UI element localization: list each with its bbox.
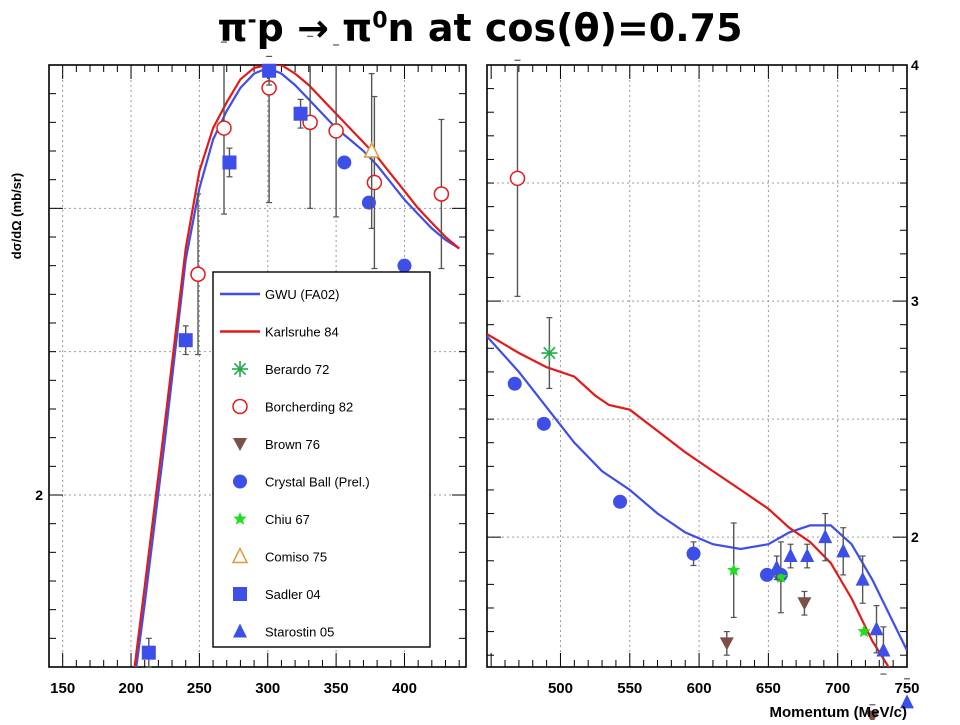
series-karlsruhe-84-line	[133, 65, 460, 667]
legend-borcherding-82-swatch	[232, 398, 248, 415]
legend-karlsruhe-84-label: Karlsruhe 84	[265, 325, 339, 340]
series-starostin-05-point	[855, 571, 870, 586]
legend-sadler-04-swatch	[233, 587, 247, 601]
x-tick-label: 350	[324, 680, 349, 697]
series-sadler-04-point	[141, 645, 156, 660]
legend-crystal-ball-prel-label: Crystal Ball (Prel.)	[265, 475, 370, 490]
series-gwu-fa02-line	[487, 335, 907, 651]
series-crystal-ball-prel-point	[507, 376, 522, 391]
y-tick-label: 3	[911, 293, 919, 309]
series-gwu-fa02-line	[135, 66, 460, 667]
legend-chiu-67-label: Chiu 67	[265, 512, 310, 527]
series-crystal-ball-prel-point	[536, 416, 551, 431]
legend-comiso-75-swatch	[231, 546, 249, 564]
legend-comiso-75-label: Comiso 75	[265, 550, 327, 565]
series-sadler-04-point	[178, 333, 193, 348]
x-tick-label: 550	[617, 680, 642, 697]
plot-frame	[48, 64, 467, 668]
legend-chiu-67-swatch	[233, 512, 247, 525]
y-axis-label: dσ/dΩ (mb/sr)	[9, 173, 24, 259]
legend-brown-76-label: Brown 76	[265, 437, 320, 452]
series-starostin-05-point	[769, 559, 784, 574]
series-starostin-05-point	[876, 642, 891, 657]
series-chiu-67-point	[727, 563, 741, 576]
legend-sadler-04-label: Sadler 04	[265, 587, 321, 602]
legend-box	[212, 271, 431, 648]
series-brown-76-point	[719, 637, 734, 651]
series-starostin-05-point	[800, 548, 815, 563]
x-tick-label: 200	[119, 680, 144, 697]
legend-gwu-fa02-label: GWU (FA02)	[265, 287, 339, 302]
series-brown-76-point	[865, 710, 880, 724]
plot-frame	[486, 64, 908, 668]
x-axis-label: Momentum (MeV/c)	[769, 704, 907, 720]
series-borcherding-82-point	[328, 123, 344, 139]
y-tick-label: 4	[911, 57, 919, 73]
series-crystal-ball-prel-point	[361, 195, 376, 210]
x-tick-label: 400	[392, 680, 417, 697]
series-starostin-05-point	[900, 694, 914, 709]
series-comiso-75-point	[363, 141, 380, 158]
series-starostin-05-point	[818, 529, 833, 544]
legend-brown-76-swatch	[233, 438, 247, 451]
legend-berardo-72-swatch	[233, 362, 247, 376]
series-borcherding-82-point	[366, 174, 383, 191]
x-tick-label: 700	[825, 680, 850, 697]
legend-berardo-72-label: Berardo 72	[265, 362, 329, 377]
x-tick-label: 500	[548, 680, 573, 697]
series-sadler-04-point	[293, 106, 308, 121]
series-karlsruhe-84-line	[487, 333, 890, 667]
series-crystal-ball-prel-point	[613, 494, 628, 509]
series-borcherding-82-point	[509, 170, 526, 187]
legend-crystal-ball-prel-swatch	[233, 474, 247, 489]
x-tick-label: 150	[50, 680, 75, 697]
legend-borcherding-82-label: Borcherding 82	[265, 400, 353, 415]
x-tick-label: 300	[255, 680, 280, 697]
series-crystal-ball-prel-point	[760, 567, 774, 582]
series-sadler-04-point	[262, 63, 277, 78]
series-sadler-04-point	[222, 155, 237, 170]
series-starostin-05-point	[783, 548, 798, 563]
series-crystal-ball-prel-point	[686, 546, 701, 561]
series-brown-76-point	[797, 597, 812, 611]
series-starostin-05-point	[869, 621, 884, 636]
series-chiu-67-point	[857, 624, 871, 638]
x-tick-label: 650	[756, 680, 781, 697]
series-starostin-05-point	[836, 543, 851, 558]
series-borcherding-82-point	[216, 120, 232, 136]
series-crystal-ball-prel-point	[397, 258, 412, 273]
x-tick-label: 250	[187, 680, 212, 697]
y-tick-label: 2	[35, 487, 43, 503]
legend-starostin-05-swatch	[233, 623, 247, 638]
chart-title: π-p → π0n at cos(θ)=0.75	[217, 6, 743, 50]
series-crystal-ball-prel-point	[337, 155, 352, 170]
legend-starostin-05-label: Starostin 05	[265, 625, 334, 640]
x-tick-label: 750	[894, 680, 919, 697]
series-borcherding-82-point	[190, 266, 206, 283]
series-borcherding-82-point	[433, 186, 450, 202]
x-tick-label: 600	[687, 680, 712, 697]
series-berardo-72-point	[543, 346, 556, 360]
y-tick-label: 2	[911, 529, 919, 545]
